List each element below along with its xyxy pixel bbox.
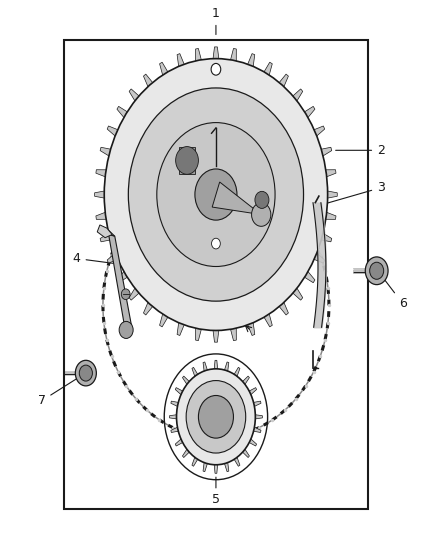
Polygon shape xyxy=(253,401,261,407)
Text: 1: 1 xyxy=(212,7,220,35)
Text: 5: 5 xyxy=(212,477,220,506)
Circle shape xyxy=(255,191,269,208)
Circle shape xyxy=(251,203,271,227)
Polygon shape xyxy=(129,287,140,300)
Circle shape xyxy=(195,169,237,220)
Polygon shape xyxy=(129,89,140,102)
Polygon shape xyxy=(203,462,208,472)
Circle shape xyxy=(365,257,388,285)
Polygon shape xyxy=(248,387,257,395)
Polygon shape xyxy=(175,387,184,395)
Text: 4: 4 xyxy=(73,252,127,265)
Polygon shape xyxy=(195,327,201,341)
Polygon shape xyxy=(171,401,179,407)
Polygon shape xyxy=(304,271,315,282)
Polygon shape xyxy=(230,327,237,341)
Polygon shape xyxy=(97,225,112,238)
Polygon shape xyxy=(247,54,255,68)
Polygon shape xyxy=(100,232,112,242)
Polygon shape xyxy=(107,253,119,263)
Polygon shape xyxy=(102,228,115,236)
Polygon shape xyxy=(117,107,128,118)
Circle shape xyxy=(370,262,384,279)
Polygon shape xyxy=(325,169,336,177)
Circle shape xyxy=(198,395,233,438)
Polygon shape xyxy=(264,313,272,327)
Polygon shape xyxy=(224,462,229,472)
Polygon shape xyxy=(159,313,168,327)
Polygon shape xyxy=(192,367,198,377)
Text: 7: 7 xyxy=(38,372,88,407)
Polygon shape xyxy=(248,439,257,446)
Polygon shape xyxy=(254,415,262,419)
Polygon shape xyxy=(213,47,219,60)
Polygon shape xyxy=(214,464,218,473)
Circle shape xyxy=(186,381,246,453)
Polygon shape xyxy=(96,212,107,220)
Polygon shape xyxy=(109,235,131,328)
Circle shape xyxy=(176,147,198,174)
Circle shape xyxy=(128,88,304,301)
Circle shape xyxy=(211,63,221,75)
Polygon shape xyxy=(320,232,332,242)
Bar xyxy=(64,40,368,509)
Polygon shape xyxy=(192,456,198,466)
Polygon shape xyxy=(95,191,105,198)
Text: 6: 6 xyxy=(376,269,407,310)
Polygon shape xyxy=(107,126,119,136)
Polygon shape xyxy=(230,49,237,62)
Circle shape xyxy=(119,321,133,338)
Polygon shape xyxy=(264,62,272,76)
Polygon shape xyxy=(320,147,332,157)
Polygon shape xyxy=(177,321,185,335)
Polygon shape xyxy=(117,271,128,282)
Polygon shape xyxy=(195,49,201,62)
Polygon shape xyxy=(325,212,336,220)
Polygon shape xyxy=(327,191,337,198)
Polygon shape xyxy=(224,362,229,372)
Polygon shape xyxy=(183,449,190,457)
Polygon shape xyxy=(292,287,303,300)
Polygon shape xyxy=(234,456,240,466)
Polygon shape xyxy=(279,74,288,88)
Circle shape xyxy=(79,365,92,381)
Polygon shape xyxy=(304,107,315,118)
Bar xyxy=(179,147,195,174)
Circle shape xyxy=(104,59,328,330)
Polygon shape xyxy=(144,301,153,315)
Polygon shape xyxy=(170,415,177,419)
Polygon shape xyxy=(175,439,184,446)
Circle shape xyxy=(157,123,275,266)
Polygon shape xyxy=(242,449,249,457)
Circle shape xyxy=(121,289,130,300)
Polygon shape xyxy=(96,169,107,177)
Polygon shape xyxy=(214,360,218,370)
Text: 2: 2 xyxy=(336,144,385,157)
Polygon shape xyxy=(203,362,208,372)
Polygon shape xyxy=(253,427,261,432)
Polygon shape xyxy=(313,253,325,263)
Polygon shape xyxy=(213,329,219,342)
Polygon shape xyxy=(279,301,288,315)
Circle shape xyxy=(75,360,96,386)
Polygon shape xyxy=(177,54,185,68)
Polygon shape xyxy=(234,367,240,377)
Circle shape xyxy=(177,369,255,465)
Polygon shape xyxy=(159,62,168,76)
Polygon shape xyxy=(212,182,261,215)
Polygon shape xyxy=(242,376,249,385)
Polygon shape xyxy=(171,427,179,432)
Circle shape xyxy=(212,238,220,249)
Polygon shape xyxy=(144,74,153,88)
Polygon shape xyxy=(313,126,325,136)
Polygon shape xyxy=(183,376,190,385)
Polygon shape xyxy=(100,147,112,157)
Polygon shape xyxy=(292,89,303,102)
Polygon shape xyxy=(247,321,255,335)
Text: 3: 3 xyxy=(317,181,385,206)
